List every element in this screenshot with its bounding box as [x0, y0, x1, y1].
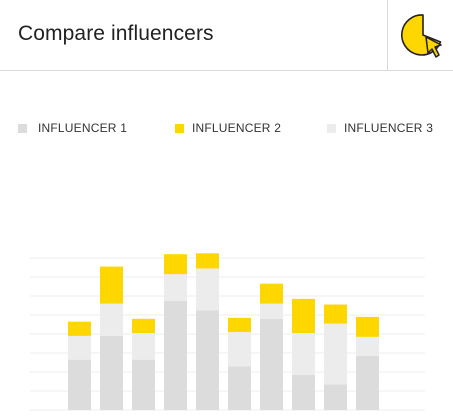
- bar-segment-influencer-2-6[interactable]: [228, 317, 251, 333]
- bar-segment-influencer-2-2[interactable]: [100, 266, 123, 304]
- header: Compare influencers: [0, 0, 453, 71]
- bar-segment-influencer-3-8[interactable]: [292, 333, 315, 375]
- bar-segment-influencer-2-1[interactable]: [68, 321, 91, 336]
- stacked-bar-chart: [30, 253, 425, 411]
- bar-segment-influencer-2-7[interactable]: [260, 283, 283, 304]
- bar-segment-influencer-2-3[interactable]: [132, 318, 155, 334]
- pie-chart-cursor-icon[interactable]: [398, 10, 448, 62]
- legend-label: INFLUENCER 3: [344, 121, 434, 135]
- bar-segment-influencer-1-9[interactable]: [324, 384, 347, 410]
- bar-segment-influencer-1-4[interactable]: [164, 300, 187, 410]
- bar-segment-influencer-1-8[interactable]: [292, 374, 315, 410]
- bar-segment-influencer-3-10[interactable]: [356, 336, 379, 356]
- legend-swatch: [175, 124, 184, 133]
- bar-segment-influencer-1-7[interactable]: [260, 318, 283, 410]
- chart-legend: INFLUENCER 1 INFLUENCER 2 INFLUENCER 3: [0, 120, 453, 140]
- bar-segment-influencer-2-9[interactable]: [324, 304, 347, 324]
- legend-swatch: [18, 124, 27, 133]
- bar-segment-influencer-2-4[interactable]: [164, 254, 187, 275]
- legend-label: INFLUENCER 1: [38, 121, 128, 135]
- bar-segment-influencer-3-7[interactable]: [260, 303, 283, 319]
- bar-segment-influencer-1-2[interactable]: [100, 335, 123, 410]
- bar-segment-influencer-1-5[interactable]: [196, 310, 219, 410]
- bar-segment-influencer-3-3[interactable]: [132, 333, 155, 360]
- bar-segment-influencer-3-6[interactable]: [228, 332, 251, 367]
- bar-segment-influencer-3-1[interactable]: [68, 335, 91, 360]
- bar-segment-influencer-2-8[interactable]: [292, 298, 315, 334]
- legend-swatch: [327, 124, 336, 133]
- bar-segment-influencer-3-2[interactable]: [100, 303, 123, 336]
- bar-segment-influencer-2-10[interactable]: [356, 316, 379, 337]
- bar-segment-influencer-3-5[interactable]: [196, 268, 219, 311]
- bar-segment-influencer-1-1[interactable]: [68, 359, 91, 410]
- bar-segment-influencer-3-9[interactable]: [324, 323, 347, 385]
- header-divider: [387, 0, 388, 70]
- bar-segment-influencer-1-10[interactable]: [356, 355, 379, 410]
- page-title: Compare influencers: [18, 22, 214, 45]
- bar-segment-influencer-2-5[interactable]: [196, 253, 219, 269]
- bar-segment-influencer-1-3[interactable]: [132, 359, 155, 410]
- bar-segment-influencer-1-6[interactable]: [228, 366, 251, 410]
- bar-segment-influencer-3-4[interactable]: [164, 274, 187, 301]
- legend-label: INFLUENCER 2: [192, 121, 282, 135]
